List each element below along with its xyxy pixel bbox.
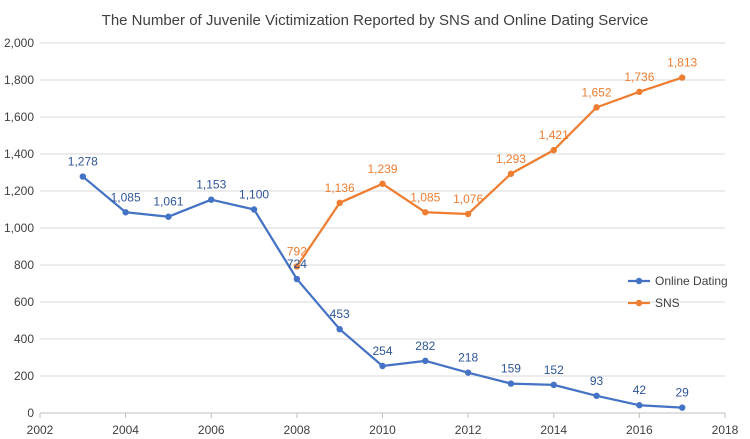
y-tick-label: 600: [14, 295, 34, 309]
x-tick-label: 2018: [712, 423, 739, 437]
data-label-sns: 1,293: [496, 152, 526, 166]
x-tick-label: 2008: [284, 423, 311, 437]
data-label-online-dating: 29: [676, 386, 690, 400]
data-point-online-dating: [422, 357, 429, 365]
x-tick-label: 2014: [540, 423, 567, 437]
series-group: [79, 74, 686, 411]
data-point-online-dating: [79, 173, 87, 180]
data-label-online-dating: 724: [287, 257, 307, 271]
data-label-online-dating: 159: [501, 362, 521, 376]
data-label-online-dating: 1,085: [111, 190, 141, 204]
data-label-sns: 1,736: [624, 70, 654, 84]
axes: 0 200 400 600 800 1,000 1,200 1,400 1,600 1,800 2,…: [4, 36, 739, 437]
data-point-sns: [336, 199, 343, 207]
data-point-sns: [422, 209, 429, 216]
data-point-online-dating: [208, 196, 215, 203]
legend-marker-sns: [635, 299, 643, 307]
data-label-sns: 1,652: [582, 85, 612, 99]
data-point-online-dating: [293, 275, 301, 283]
data-label-online-dating: 93: [590, 374, 604, 388]
data-label-online-dating: 254: [372, 344, 392, 358]
data-label-online-dating: 1,153: [196, 178, 226, 192]
data-point-sns: [464, 210, 472, 218]
y-tick-label: 200: [14, 369, 34, 383]
series-line-sns: [295, 76, 683, 268]
y-tick-label: 0: [27, 406, 34, 420]
x-tick-label: 2010: [369, 423, 396, 437]
x-tick-label: 2012: [455, 423, 482, 437]
y-tick-label: 2,000: [4, 36, 34, 50]
data-point-online-dating: [678, 404, 686, 411]
data-label-online-dating: 218: [458, 351, 478, 365]
x-tick-label: 2006: [198, 423, 225, 437]
data-point-sns: [678, 74, 686, 81]
data-label-online-dating: 42: [633, 383, 647, 397]
y-tick-label: 1,400: [4, 147, 34, 161]
legend-marker-online-dating: [635, 277, 643, 285]
data-label-sns: 1,076: [453, 192, 483, 206]
data-label-sns: 1,421: [539, 128, 569, 142]
y-tick-label: 1,600: [4, 110, 34, 124]
data-point-sns: [550, 146, 557, 154]
data-label-online-dating: 152: [544, 363, 564, 377]
data-label-sns: 1,813: [667, 56, 697, 70]
data-label-online-dating: 1,278: [68, 155, 98, 169]
data-point-online-dating: [379, 362, 386, 370]
data-point-sns: [593, 104, 600, 111]
y-tick-label: 1,200: [4, 184, 34, 198]
data-labels: 1,278 1,085 1,061 1,153 1,100 724 453 254 282 218…: [68, 56, 698, 400]
data-point-online-dating: [507, 380, 515, 387]
chart-title: The Number of Juvenile Victimization Rep…: [102, 12, 649, 29]
data-point-online-dating: [464, 369, 472, 376]
data-point-online-dating: [165, 213, 172, 220]
x-tick-label: 2016: [626, 423, 653, 437]
data-point-online-dating: [250, 206, 258, 213]
data-label-sns: 1,136: [325, 181, 355, 195]
data-label-online-dating: 1,061: [153, 195, 183, 209]
data-point-online-dating: [593, 392, 600, 399]
data-label-online-dating: 453: [330, 307, 350, 321]
legend-label-online-dating: Online Dating: [655, 274, 728, 288]
data-point-sns: [507, 170, 515, 177]
data-label-online-dating: 1,100: [239, 188, 269, 202]
x-tick-label: 2004: [112, 423, 139, 437]
y-tick-label: 1,800: [4, 73, 34, 87]
y-tick-label: 1,000: [4, 221, 34, 235]
data-label-sns: 1,085: [410, 190, 440, 204]
gridlines: [40, 42, 725, 377]
data-point-online-dating: [636, 402, 643, 409]
data-point-sns: [293, 263, 301, 270]
x-tick-label: 2002: [27, 423, 54, 437]
data-point-online-dating: [550, 381, 557, 389]
legend-label-sns: SNS: [655, 296, 680, 310]
data-point-sns: [636, 88, 643, 96]
data-point-sns: [379, 180, 386, 187]
data-label-online-dating: 282: [415, 339, 435, 353]
y-tick-label: 800: [14, 258, 34, 272]
data-label-sns: 792: [287, 244, 307, 258]
y-tick-label: 400: [14, 332, 34, 346]
data-point-online-dating: [122, 209, 129, 216]
legend: Online Dating SNS: [628, 274, 728, 310]
data-point-online-dating: [336, 325, 343, 333]
data-label-sns: 1,239: [367, 162, 397, 176]
